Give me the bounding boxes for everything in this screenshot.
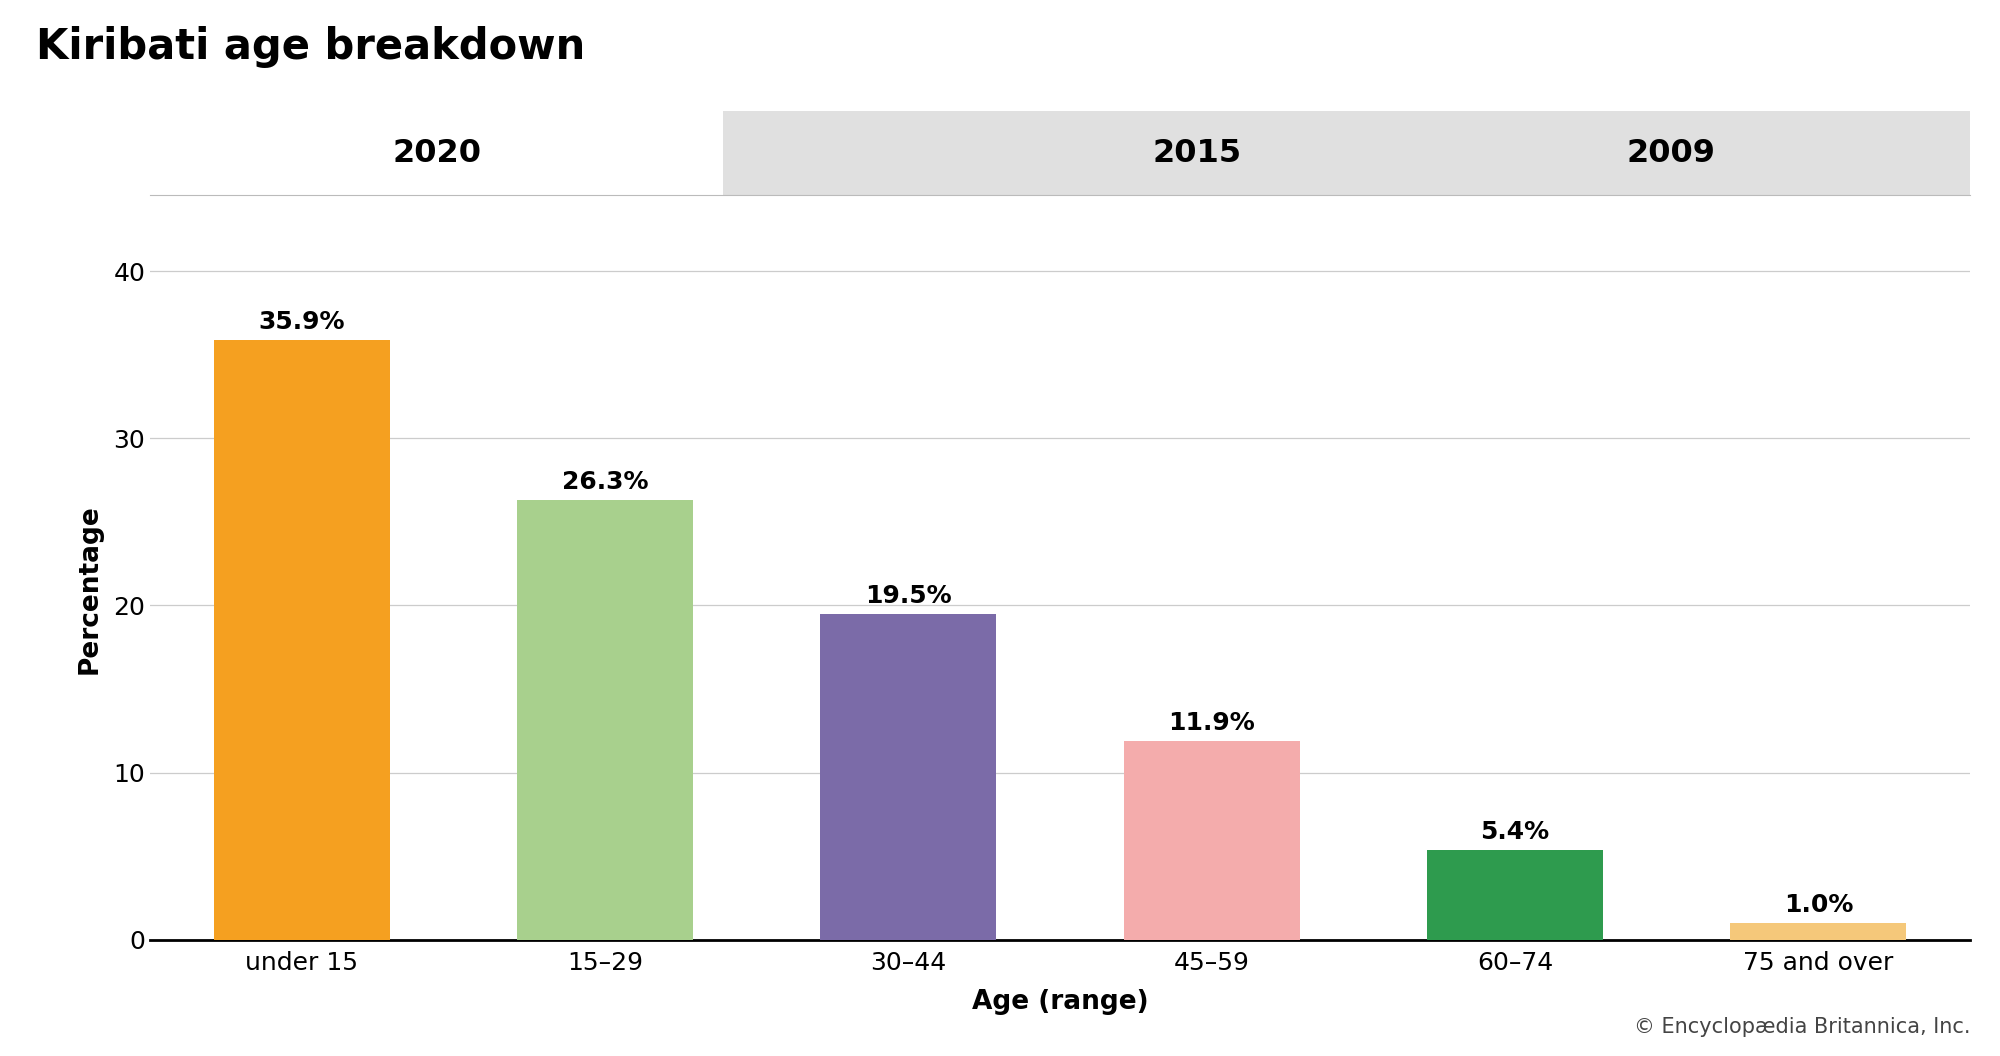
- Text: 5.4%: 5.4%: [1480, 819, 1550, 844]
- Bar: [820, 614, 996, 940]
- Text: 1.0%: 1.0%: [1784, 893, 1854, 918]
- Bar: [1730, 923, 1906, 940]
- Bar: [214, 340, 390, 940]
- Text: 2015: 2015: [1152, 137, 1242, 169]
- Text: © Encyclopædia Britannica, Inc.: © Encyclopædia Britannica, Inc.: [1634, 1017, 1970, 1037]
- Text: 2009: 2009: [1626, 137, 1716, 169]
- Bar: [518, 501, 692, 940]
- Text: 2020: 2020: [392, 137, 482, 169]
- Text: 35.9%: 35.9%: [258, 309, 344, 334]
- Text: 19.5%: 19.5%: [866, 584, 952, 608]
- Text: 11.9%: 11.9%: [1168, 711, 1256, 735]
- Bar: [1428, 849, 1602, 940]
- Bar: [1124, 741, 1300, 940]
- X-axis label: Age (range): Age (range): [972, 988, 1148, 1015]
- Y-axis label: Percentage: Percentage: [76, 504, 102, 674]
- Text: 26.3%: 26.3%: [562, 470, 648, 494]
- Text: Kiribati age breakdown: Kiribati age breakdown: [36, 26, 586, 69]
